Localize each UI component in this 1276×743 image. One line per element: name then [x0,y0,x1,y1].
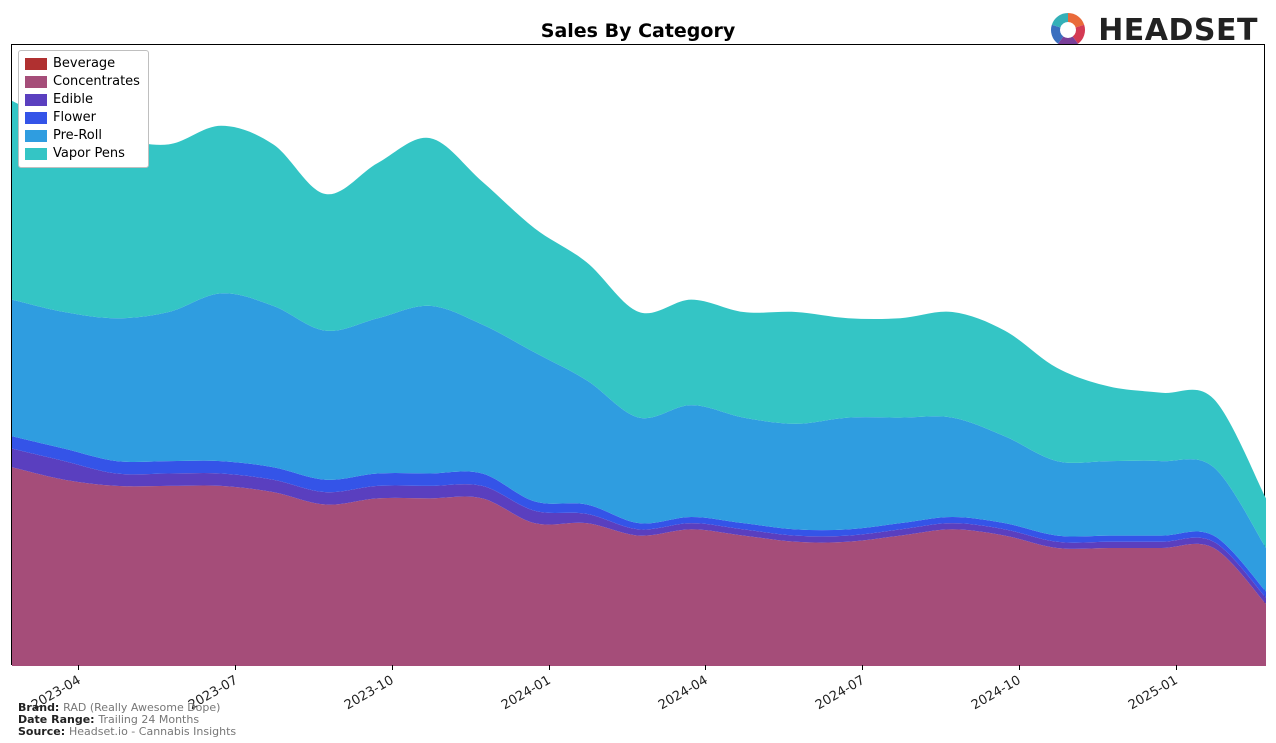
x-tick-label: 2024-07 [813,673,868,713]
legend-item: Concentrates [25,73,140,91]
legend-label: Edible [53,91,93,109]
legend-label: Concentrates [53,73,140,91]
legend-label: Pre-Roll [53,127,102,145]
x-tick [862,665,863,670]
footer-label: Source: [18,725,69,738]
legend-item: Vapor Pens [25,145,140,163]
chart-footer: Brand: RAD (Really Awesome Dope)Date Ran… [18,702,236,738]
legend-swatch [25,130,47,142]
x-tick [1019,665,1020,670]
legend-label: Vapor Pens [53,145,125,163]
x-tick-label: 2025-01 [1126,673,1181,713]
legend-item: Flower [25,109,140,127]
x-tick-label: 2024-04 [656,673,711,713]
legend-swatch [25,148,47,160]
chart-legend: BeverageConcentratesEdibleFlowerPre-Roll… [18,50,149,168]
legend-swatch [25,76,47,88]
legend-label: Flower [53,109,96,127]
legend-item: Beverage [25,55,140,73]
footer-line: Source: Headset.io - Cannabis Insights [18,726,236,738]
x-tick [235,665,236,670]
x-tick-label: 2024-01 [499,673,554,713]
legend-swatch [25,112,47,124]
footer-value: Headset.io - Cannabis Insights [69,725,236,738]
x-tick [705,665,706,670]
legend-item: Edible [25,91,140,109]
legend-item: Pre-Roll [25,127,140,145]
chart-plot-area: BeverageConcentratesEdibleFlowerPre-Roll… [11,44,1265,665]
legend-swatch [25,58,47,70]
x-tick [392,665,393,670]
x-tick-label: 2024-10 [969,673,1024,713]
brand-logo-text: HEADSET [1098,13,1258,48]
x-tick [549,665,550,670]
area-chart-svg [12,45,1266,666]
legend-label: Beverage [53,55,115,73]
legend-swatch [25,94,47,106]
x-tick-label: 2023-10 [342,673,397,713]
x-tick [78,665,79,670]
x-tick [1176,665,1177,670]
